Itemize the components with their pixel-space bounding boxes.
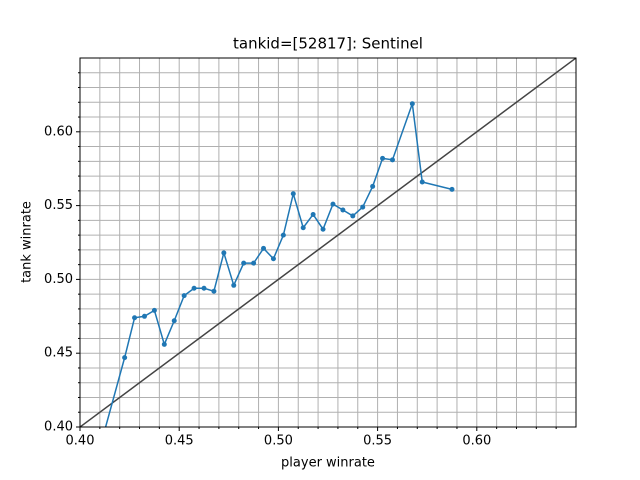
data-point [380, 155, 386, 161]
data-point [161, 341, 167, 347]
data-point [370, 183, 376, 189]
data-point [389, 157, 395, 163]
data-point [231, 282, 237, 288]
y-tick-label: 0.50 [44, 272, 73, 287]
x-axis-label: player winrate [281, 456, 375, 471]
series-line [104, 103, 453, 427]
data-point [191, 285, 197, 291]
data-point [419, 179, 425, 185]
plot-area [80, 58, 576, 432]
chart-title: tankid=[52817]: Sentinel [233, 35, 423, 53]
data-point [360, 204, 366, 210]
data-point [132, 315, 138, 321]
data-point [330, 201, 336, 207]
data-point [211, 288, 217, 294]
data-point [261, 245, 267, 251]
axes-frame [79, 57, 577, 428]
data-point [201, 285, 207, 291]
y-axis-label: tank winrate [20, 201, 35, 283]
data-point [280, 232, 286, 238]
y-tick-label: 0.60 [44, 124, 73, 139]
grid [79, 58, 576, 428]
x-tick-label: 0.50 [264, 434, 293, 449]
data-point [449, 186, 455, 192]
y-tick-label: 0.55 [44, 198, 73, 213]
data-point [122, 355, 128, 361]
data-point [141, 313, 147, 319]
reference-line [80, 58, 576, 427]
data-point [171, 318, 177, 324]
data-point [241, 260, 247, 266]
data-point [409, 101, 415, 107]
data-point [251, 260, 257, 266]
y-tick-label: 0.40 [44, 420, 73, 435]
data-point [221, 250, 227, 256]
x-tick-label: 0.45 [165, 434, 194, 449]
data-point [181, 293, 187, 299]
data-point [300, 225, 306, 231]
data-point [290, 191, 296, 197]
data-point [151, 307, 157, 313]
data-point [270, 256, 276, 262]
data-point [102, 427, 107, 432]
x-tick-label: 0.55 [363, 434, 392, 449]
data-point [320, 226, 326, 232]
y-tick-label: 0.45 [44, 346, 73, 361]
data-point [340, 207, 346, 213]
data-point [310, 211, 316, 217]
x-tick-label: 0.60 [462, 434, 491, 449]
data-point [350, 213, 356, 219]
x-tick-label: 0.40 [66, 434, 95, 449]
